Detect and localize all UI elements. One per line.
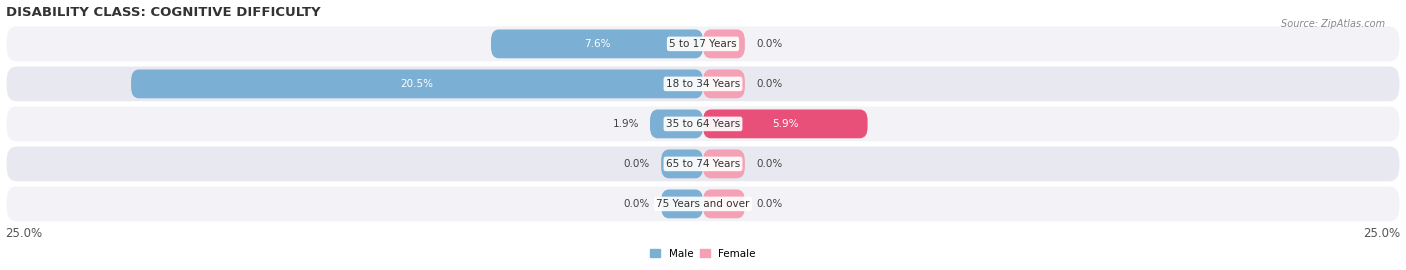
Text: 35 to 64 Years: 35 to 64 Years [666,119,740,129]
Text: 18 to 34 Years: 18 to 34 Years [666,79,740,89]
FancyBboxPatch shape [703,150,745,178]
Text: 0.0%: 0.0% [756,39,782,49]
Text: DISABILITY CLASS: COGNITIVE DIFFICULTY: DISABILITY CLASS: COGNITIVE DIFFICULTY [6,6,321,19]
Text: 20.5%: 20.5% [401,79,433,89]
Text: 25.0%: 25.0% [6,227,42,240]
Text: 1.9%: 1.9% [613,119,638,129]
Text: 5.9%: 5.9% [772,119,799,129]
Text: 0.0%: 0.0% [624,199,650,209]
FancyBboxPatch shape [6,25,1400,62]
FancyBboxPatch shape [661,190,703,218]
FancyBboxPatch shape [703,29,745,58]
FancyBboxPatch shape [6,146,1400,182]
FancyBboxPatch shape [703,110,868,138]
Text: 0.0%: 0.0% [756,79,782,89]
FancyBboxPatch shape [661,150,703,178]
Text: 65 to 74 Years: 65 to 74 Years [666,159,740,169]
FancyBboxPatch shape [703,190,745,218]
Text: 75 Years and over: 75 Years and over [657,199,749,209]
Text: Source: ZipAtlas.com: Source: ZipAtlas.com [1281,19,1385,29]
Text: 0.0%: 0.0% [756,159,782,169]
FancyBboxPatch shape [131,69,703,98]
Text: 25.0%: 25.0% [1364,227,1400,240]
FancyBboxPatch shape [491,29,703,58]
FancyBboxPatch shape [703,69,745,98]
FancyBboxPatch shape [6,66,1400,102]
FancyBboxPatch shape [650,110,703,138]
Text: 5 to 17 Years: 5 to 17 Years [669,39,737,49]
Text: 0.0%: 0.0% [756,199,782,209]
FancyBboxPatch shape [6,106,1400,142]
Legend: Male, Female: Male, Female [645,244,761,263]
Text: 7.6%: 7.6% [583,39,610,49]
FancyBboxPatch shape [6,185,1400,222]
Text: 0.0%: 0.0% [624,159,650,169]
